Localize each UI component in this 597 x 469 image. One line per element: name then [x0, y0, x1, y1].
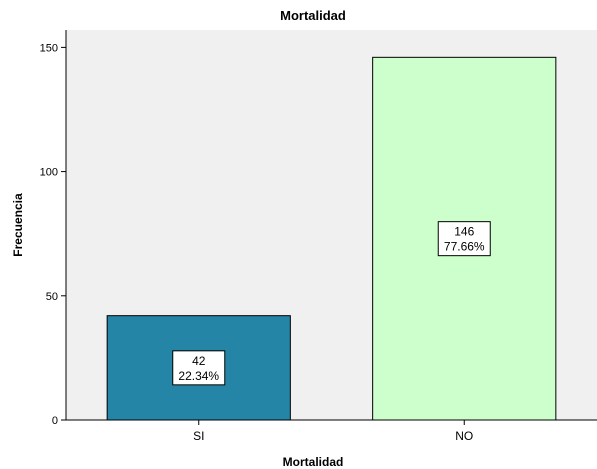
x-axis: SI NO [66, 419, 597, 443]
data-label-count: 146 [454, 225, 474, 239]
data-label-percent: 77.66% [444, 240, 485, 254]
chart-title: Mortalidad [280, 8, 346, 23]
x-tick-label: SI [193, 429, 204, 443]
data-label-percent: 22.34% [178, 369, 219, 383]
x-tick-label: NO [455, 429, 473, 443]
y-tick-label: 100 [40, 167, 58, 179]
data-label-box [172, 350, 226, 386]
y-tick-label: 50 [46, 291, 58, 303]
data-label-count: 42 [192, 354, 206, 368]
y-axis: 0 50 100 150 [40, 30, 67, 427]
data-label-box [437, 221, 491, 257]
x-axis-label: Mortalidad [283, 455, 344, 469]
y-tick-label: 150 [40, 42, 58, 54]
y-axis-label: Frecuencia [11, 193, 25, 257]
y-tick-label: 0 [52, 415, 58, 427]
